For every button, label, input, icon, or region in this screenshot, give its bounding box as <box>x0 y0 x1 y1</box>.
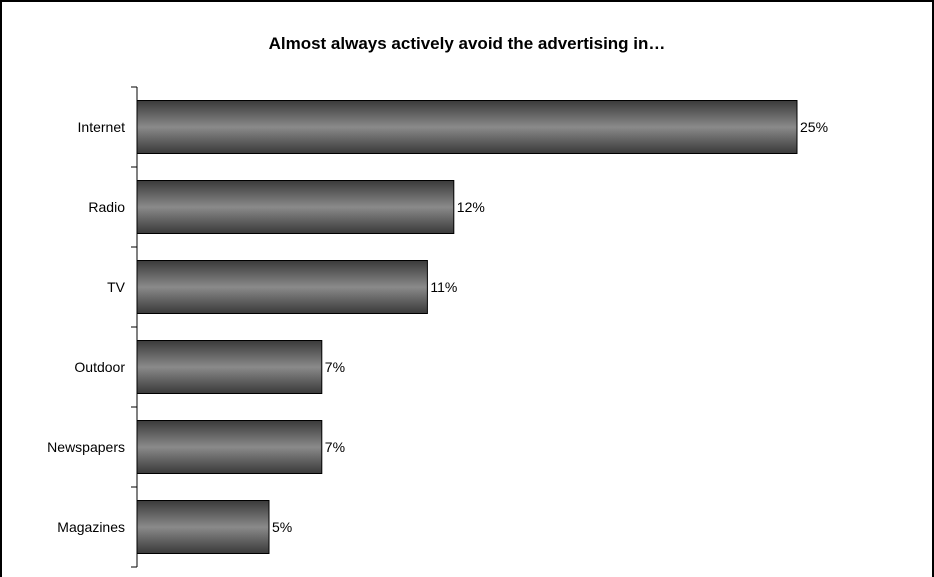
bar-radio <box>136 180 455 234</box>
bar-outdoor <box>136 340 323 394</box>
value-label: 7% <box>325 439 345 455</box>
bar-magazines <box>136 500 270 554</box>
category-label: Radio <box>88 199 125 215</box>
value-label: 11% <box>430 279 457 295</box>
value-label: 12% <box>457 199 485 215</box>
category-label: Internet <box>78 119 126 135</box>
value-label: 5% <box>272 519 292 535</box>
bar-internet <box>136 100 798 154</box>
value-label: 25% <box>800 119 828 135</box>
value-label: 7% <box>325 359 345 375</box>
bars: Internet 25% Radio 12% TV 11% Outdoor 7% Newspap… <box>47 100 828 554</box>
bar-tv <box>136 260 428 314</box>
category-label: TV <box>107 279 126 295</box>
category-label: Outdoor <box>74 359 125 375</box>
bar-newspapers <box>136 420 323 474</box>
category-label: Newspapers <box>47 439 125 455</box>
category-label: Magazines <box>57 519 125 535</box>
chart-title: Almost always actively avoid the adverti… <box>268 34 666 53</box>
y-axis <box>131 86 138 568</box>
